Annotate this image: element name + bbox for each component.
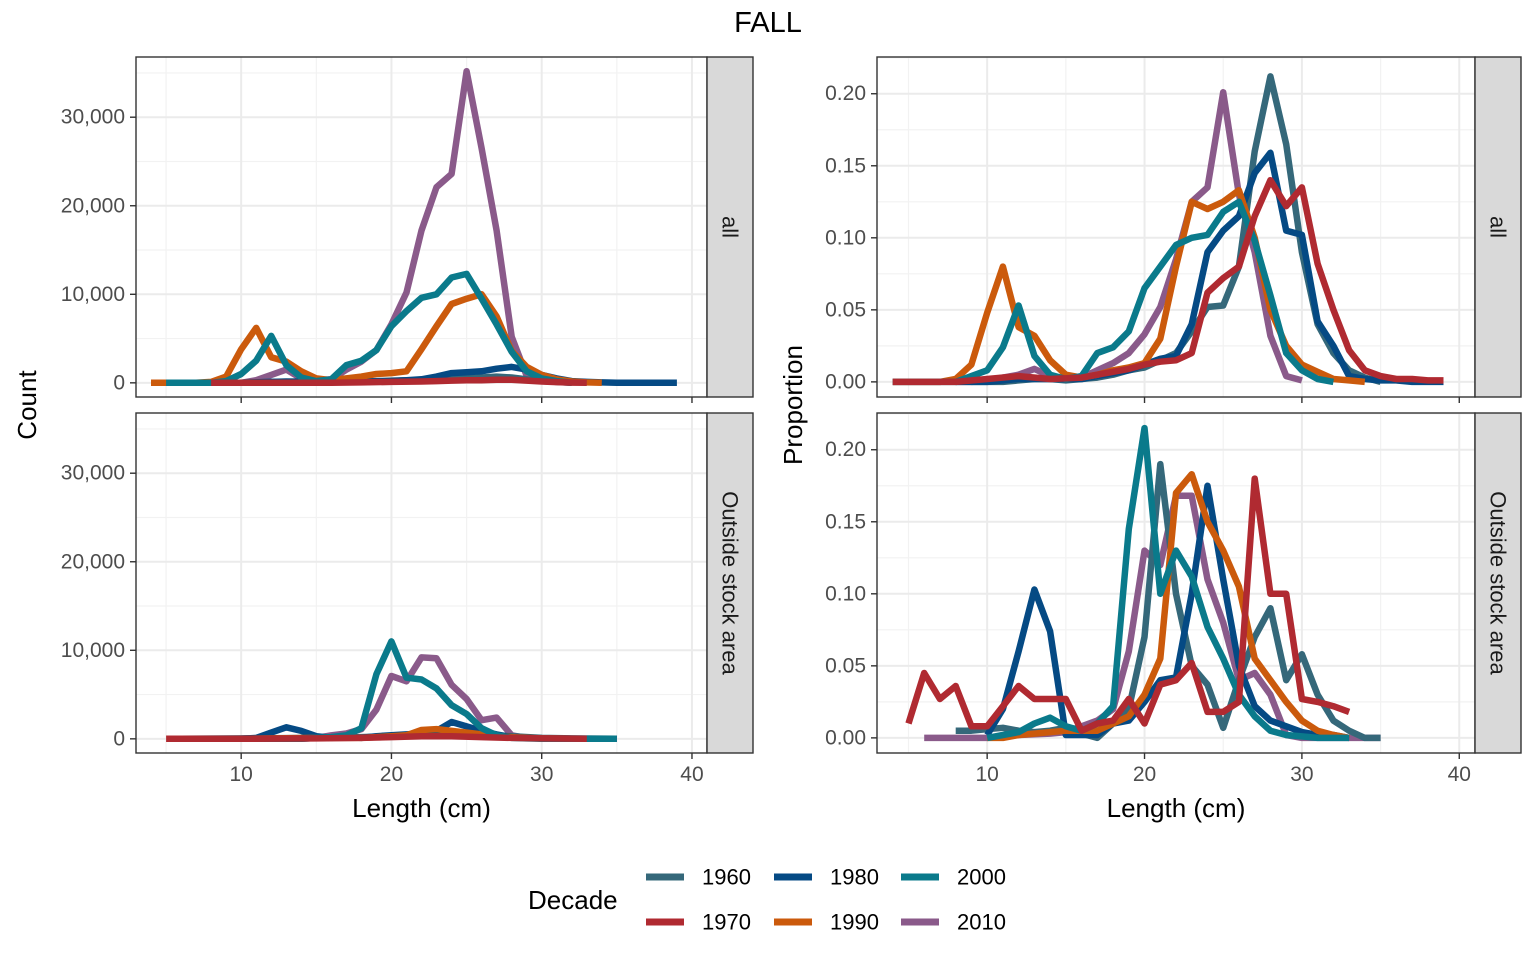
legend-label: 2000 bbox=[957, 865, 1006, 890]
facet-strip-label: Outside stock area bbox=[718, 491, 743, 675]
panel-count-all: all 0 10,000 20,000 30,000 bbox=[61, 56, 754, 403]
y-tick-label: 30,000 bbox=[61, 462, 125, 485]
panel-proportion-outside: Outside stock area 0.00 0.05 0.10 0.15 0.20 10… bbox=[825, 412, 1522, 823]
y-tick-label: 0.15 bbox=[825, 154, 866, 177]
legend-entry-1990: 1990 bbox=[774, 910, 879, 935]
legend: Decade 1960 1980 2000 1970 1990 2010 bbox=[528, 865, 1006, 935]
series-line-2000 bbox=[166, 270, 573, 387]
x-tick-label: 10 bbox=[975, 763, 998, 786]
y-tick-label: 20,000 bbox=[61, 550, 125, 573]
series-line-2000 bbox=[986, 424, 1350, 742]
legend-title: Decade bbox=[528, 885, 618, 915]
plot-background bbox=[136, 413, 707, 753]
x-axis-title: Length (cm) bbox=[352, 793, 491, 823]
y-tick-label: 0 bbox=[113, 727, 125, 750]
y-tick-label: 0.20 bbox=[825, 82, 866, 105]
x-tick-label: 40 bbox=[1448, 763, 1471, 786]
x-tick-label: 20 bbox=[1133, 763, 1156, 786]
y-tick-label: 10,000 bbox=[61, 639, 125, 662]
facet-strip-label: Outside stock area bbox=[1486, 491, 1511, 675]
legend-label: 2010 bbox=[957, 910, 1006, 935]
x-tick-label: 30 bbox=[530, 763, 553, 786]
legend-entry-1960: 1960 bbox=[646, 865, 751, 890]
legend-label: 1980 bbox=[830, 865, 879, 890]
y-axis-title-count: Count bbox=[12, 370, 42, 440]
y-tick-label: 0.15 bbox=[825, 510, 866, 533]
legend-label: 1970 bbox=[702, 910, 751, 935]
x-tick-label: 40 bbox=[680, 763, 703, 786]
series-line-1970 bbox=[211, 376, 587, 387]
figure-title: FALL bbox=[734, 7, 802, 39]
legend-label: 1990 bbox=[830, 910, 879, 935]
y-tick-label: 0.10 bbox=[825, 226, 866, 249]
series-line-1970 bbox=[166, 732, 587, 743]
legend-entry-1980: 1980 bbox=[774, 865, 879, 890]
y-tick-label: 0.10 bbox=[825, 582, 866, 605]
y-tick-label: 10,000 bbox=[61, 283, 125, 306]
facet-strip bbox=[1474, 56, 1522, 398]
y-tick-label: 30,000 bbox=[61, 106, 125, 129]
series-lines bbox=[166, 638, 617, 743]
x-axis-title: Length (cm) bbox=[1107, 793, 1246, 823]
series-lines bbox=[151, 67, 677, 387]
series-line-1970 bbox=[892, 176, 1444, 386]
y-tick-label: 0.00 bbox=[825, 726, 866, 749]
y-axis-title-proportion: Proportion bbox=[778, 345, 808, 465]
y-tick-label: 0.00 bbox=[825, 370, 866, 393]
y-tick-label: 0.20 bbox=[825, 438, 866, 461]
y-tick-label: 0.05 bbox=[825, 298, 866, 321]
facet-strip-label: all bbox=[718, 216, 743, 238]
x-tick-label: 10 bbox=[230, 763, 253, 786]
legend-label: 1960 bbox=[702, 865, 751, 890]
y-tick-label: 0.05 bbox=[825, 654, 866, 677]
legend-entry-2010: 2010 bbox=[901, 910, 1006, 935]
panel-count-outside: Outside stock area 0 10,000 20,000 30,000 10 2… bbox=[61, 412, 754, 823]
series-lines bbox=[905, 424, 1381, 742]
series-lines bbox=[892, 73, 1444, 386]
facet-strip bbox=[706, 56, 754, 398]
facet-strip-label: all bbox=[1486, 216, 1511, 238]
facet-strip bbox=[706, 412, 754, 754]
x-tick-label: 30 bbox=[1290, 763, 1313, 786]
y-tick-label: 20,000 bbox=[61, 194, 125, 217]
legend-entry-2000: 2000 bbox=[901, 865, 1006, 890]
series-line-1980 bbox=[984, 482, 1350, 742]
y-tick-label: 0 bbox=[113, 371, 125, 394]
x-tick-label: 20 bbox=[380, 763, 403, 786]
panel-proportion-all: all 0.00 0.05 0.10 0.15 0.20 bbox=[825, 56, 1522, 403]
legend-entry-1970: 1970 bbox=[646, 910, 751, 935]
series-line-1970 bbox=[905, 475, 1351, 734]
facet-strip bbox=[1474, 412, 1522, 754]
